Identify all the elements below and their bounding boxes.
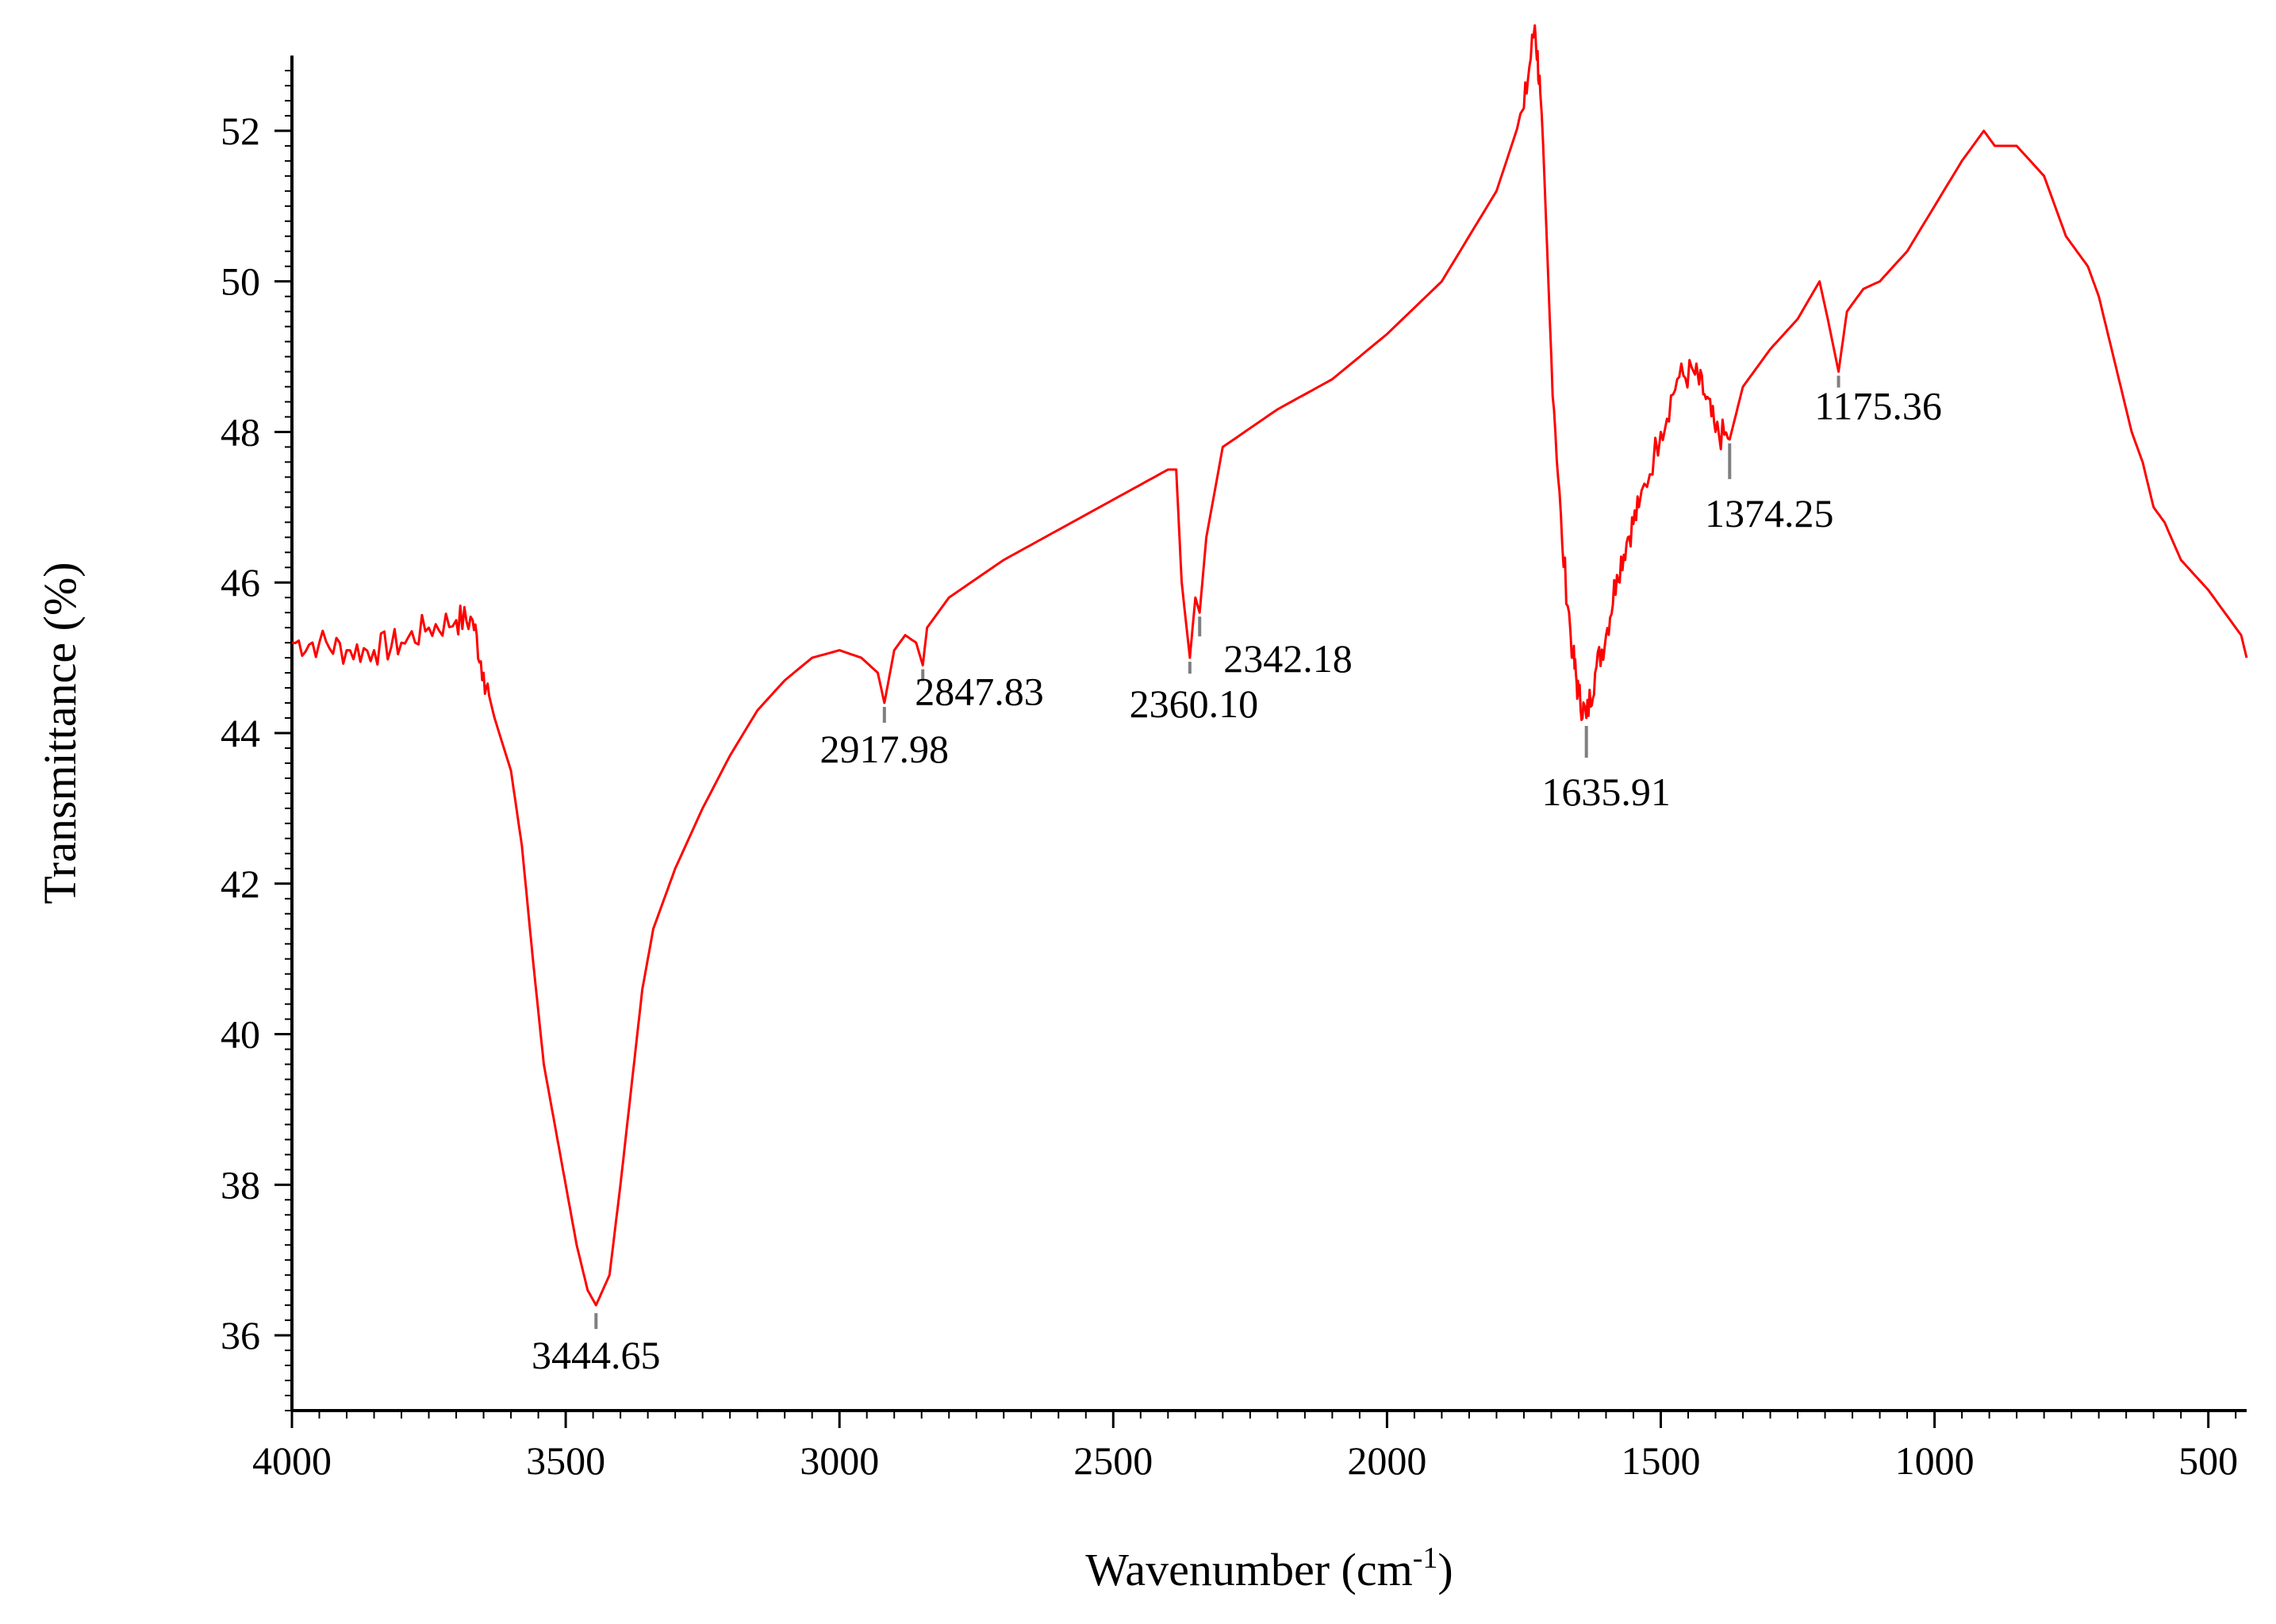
peak-label: 3444.65 bbox=[532, 1333, 661, 1377]
y-tick-label: 52 bbox=[221, 109, 260, 153]
peak-label: 2360.10 bbox=[1130, 681, 1259, 726]
x-tick-label: 3000 bbox=[800, 1438, 879, 1483]
x-tick-label: 500 bbox=[2178, 1438, 2238, 1483]
y-tick-label: 50 bbox=[221, 259, 260, 304]
y-tick-label: 46 bbox=[221, 560, 260, 605]
series-layer bbox=[291, 24, 2248, 1307]
axes-layer: 36 38 40 42 44 46 48 50 52 4000 3500 3000 2500 2000 15… bbox=[221, 56, 2247, 1483]
x-axis-title-superscript: -1 bbox=[1413, 1541, 1438, 1575]
x-tick-label: 3500 bbox=[526, 1438, 605, 1483]
peak-label: 1175.36 bbox=[1814, 384, 1942, 428]
y-tick-label: 38 bbox=[221, 1162, 260, 1207]
peak-label: 2342.18 bbox=[1223, 636, 1353, 681]
x-tick-label: 1500 bbox=[1621, 1438, 1700, 1483]
x-tick-label: 1000 bbox=[1895, 1438, 1975, 1483]
peak-label: 1635.91 bbox=[1541, 770, 1671, 814]
x-tick-label: 2000 bbox=[1347, 1438, 1426, 1483]
y-tick-label: 36 bbox=[221, 1313, 260, 1357]
y-tick-label: 48 bbox=[221, 409, 260, 454]
x-axis-title-end: ) bbox=[1437, 1544, 1453, 1595]
peak-label: 2917.98 bbox=[820, 727, 950, 771]
peak-label: 2847.83 bbox=[915, 670, 1044, 714]
y-axis-title: Transmittance (%) bbox=[34, 562, 86, 904]
y-tick-label: 44 bbox=[221, 711, 260, 755]
y-tick-label: 42 bbox=[221, 862, 260, 906]
x-tick-label: 2500 bbox=[1073, 1438, 1153, 1483]
x-axis-title: Wavenumber (cm-1) bbox=[1085, 1541, 1453, 1595]
x-axis-title-main: Wavenumber (cm bbox=[1085, 1544, 1412, 1595]
y-tick-label: 40 bbox=[221, 1012, 260, 1057]
spectrum-line bbox=[291, 24, 2248, 1307]
peak-label: 1374.25 bbox=[1705, 491, 1834, 536]
x-tick-label: 4000 bbox=[252, 1438, 332, 1483]
